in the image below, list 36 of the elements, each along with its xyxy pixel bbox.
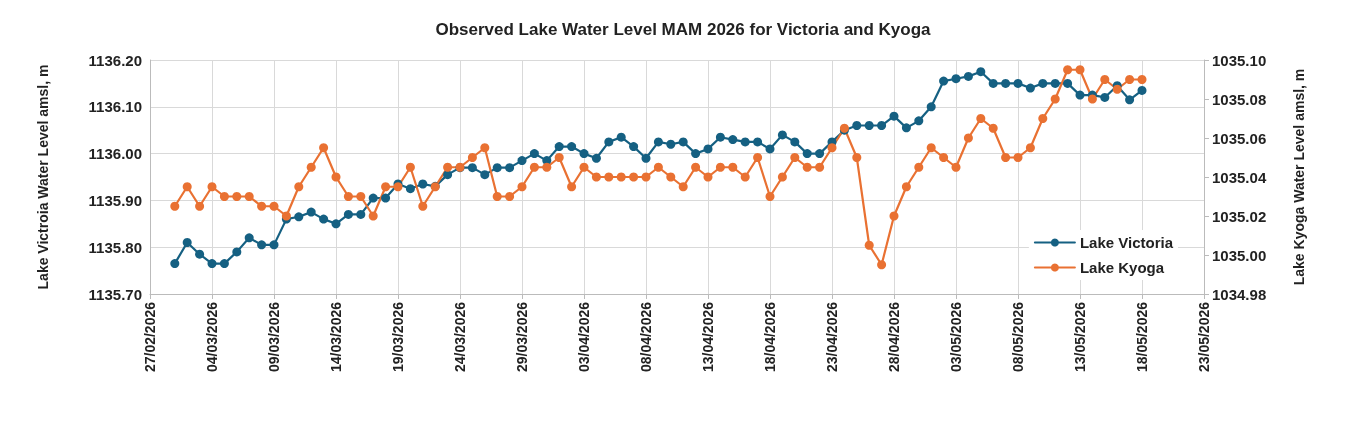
y-tick-label: 1135.80	[88, 238, 142, 256]
y2-tick-label: 1035.10	[1212, 51, 1267, 69]
x-tick-label: 19/03/2026	[390, 301, 406, 373]
y-tick-label: 1136.00	[88, 145, 142, 163]
y-tick-label: 1136.20	[88, 51, 142, 69]
y2-axis-title: Lake Kyoga Water Level amsl, m	[1291, 68, 1307, 286]
x-tick-label: 18/04/2026	[762, 301, 778, 373]
y2-tick-label: 1035.02	[1212, 207, 1267, 225]
y2-tick-label: 1035.00	[1212, 246, 1267, 264]
x-tick-label: 29/03/2026	[514, 301, 530, 373]
y2-tick-label: 1035.04	[1212, 168, 1267, 186]
x-tick-label: 14/03/2026	[328, 301, 344, 373]
x-tick-label: 04/03/2026	[204, 301, 220, 373]
x-tick-label: 28/04/2026	[886, 301, 902, 373]
x-tick-label: 03/04/2026	[576, 301, 592, 373]
x-tick-label: 09/03/2026	[266, 301, 282, 373]
y2-tick-label: 1034.98	[1212, 285, 1267, 303]
y-tick-label: 1136.10	[88, 98, 142, 116]
y2-tick-label: 1035.08	[1212, 90, 1267, 108]
y-tick-label: 1135.70	[88, 285, 142, 303]
y-tick-label: 1135.90	[88, 191, 142, 209]
legend-label: Lake Victoria	[1079, 234, 1174, 251]
legend-label: Lake Kyoga	[1079, 259, 1165, 276]
x-tick-label: 13/05/2026	[1072, 301, 1088, 373]
x-tick-label: 13/04/2026	[700, 301, 716, 373]
x-tick-label: 27/02/2026	[142, 301, 158, 373]
x-tick-label: 08/04/2026	[638, 301, 654, 373]
x-tick-label: 18/05/2026	[1134, 301, 1150, 373]
y2-tick-label: 1035.06	[1212, 129, 1267, 147]
x-tick-label: 08/05/2026	[1010, 301, 1026, 373]
x-tick-label: 23/04/2026	[824, 301, 840, 373]
x-tick-label: 23/05/2026	[1196, 301, 1212, 373]
chart-title: Observed Lake Water Level MAM 2026 for Victoria and Kyoga	[435, 20, 932, 39]
x-tick-label: 03/05/2026	[948, 301, 964, 373]
x-tick-label: 24/03/2026	[452, 301, 468, 373]
y-axis-title: Lake Victroia Water Level amsl, m	[35, 64, 51, 290]
